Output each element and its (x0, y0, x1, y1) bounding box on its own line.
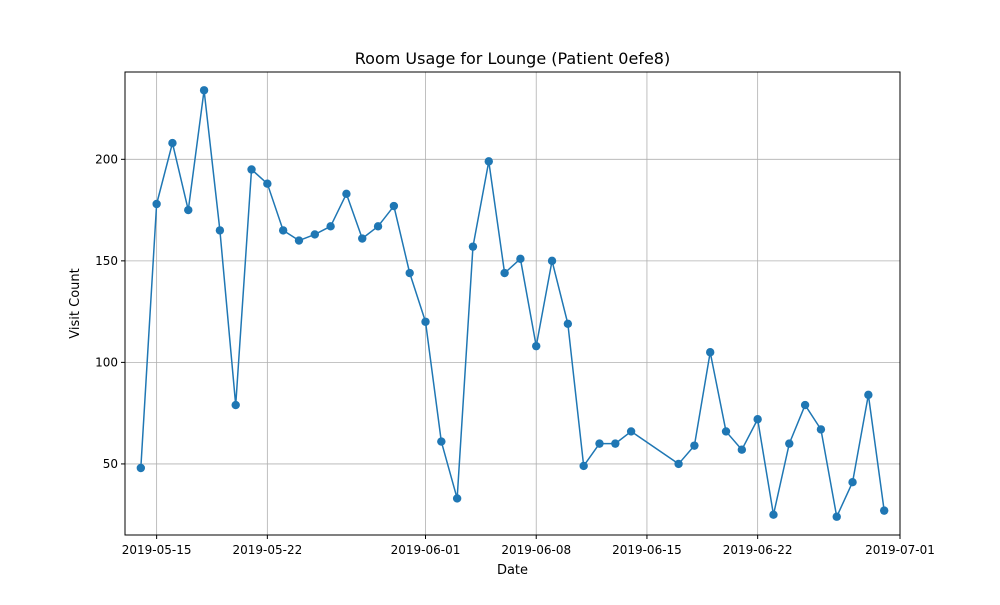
data-point (152, 199, 161, 209)
data-point (611, 439, 620, 448)
data-point (626, 427, 636, 436)
data-point (690, 441, 699, 450)
y-tick-label: 150 (95, 254, 118, 268)
data-point (278, 226, 288, 235)
data-point (326, 222, 335, 231)
data-point (674, 459, 683, 469)
x-tick-label: 2019-06-15 (612, 543, 682, 557)
data-point (737, 445, 747, 454)
data-point (800, 400, 810, 410)
data-point (769, 510, 778, 519)
y-tick-label: 100 (95, 355, 118, 369)
data-point (532, 341, 541, 351)
data-point (785, 439, 794, 448)
data-point (500, 268, 509, 278)
data-point (816, 425, 826, 434)
data-point (215, 226, 225, 235)
data-point (263, 179, 272, 188)
data-point (547, 256, 557, 266)
data-point (579, 461, 588, 471)
data-point (358, 234, 367, 243)
data-point (421, 317, 430, 326)
data-point (231, 400, 240, 410)
data-point (310, 230, 319, 239)
data-point (516, 254, 525, 264)
data-point (468, 242, 478, 251)
data-point (389, 201, 399, 211)
x-tick-label: 2019-06-08 (501, 543, 571, 557)
y-tick-label: 50 (103, 457, 118, 471)
data-point (484, 157, 493, 166)
y-axis-ticks: 50 100 150 200 (95, 152, 125, 471)
data-point (595, 439, 604, 448)
data-point (342, 189, 351, 199)
y-tick-label: 200 (95, 152, 118, 166)
series-layer (136, 86, 889, 521)
data-point (247, 165, 256, 174)
data-point (199, 86, 209, 95)
data-point (563, 319, 573, 329)
chart-title: Room Usage for Lounge (Patient 0efe8) (355, 49, 670, 68)
data-point (753, 415, 762, 424)
plot-frame (124, 71, 901, 536)
x-axis-ticks: 2019-05-15 2019-05-22 2019-06-01 2019-06-08… (122, 535, 935, 557)
x-tick-label: 2019-07-01 (865, 543, 935, 557)
data-point (294, 236, 304, 245)
data-point (832, 512, 841, 521)
data-point (136, 463, 146, 473)
data-point (168, 138, 177, 148)
data-point (405, 268, 414, 278)
data-point (706, 348, 715, 357)
grid (125, 72, 901, 535)
data-point (848, 478, 857, 487)
data-point (721, 427, 731, 436)
data-point (437, 437, 446, 446)
x-tick-label: 2019-05-22 (232, 543, 302, 557)
data-point (373, 222, 383, 231)
x-axis-label: Date (497, 563, 528, 578)
x-tick-label: 2019-05-15 (122, 543, 192, 557)
x-tick-label: 2019-06-22 (723, 543, 793, 557)
x-tick-label: 2019-06-01 (391, 543, 461, 557)
series-line (140, 89, 885, 518)
data-point (879, 506, 889, 515)
data-point (864, 390, 873, 400)
y-axis-label: Visit Count (68, 268, 83, 338)
data-point (184, 205, 193, 215)
data-point (452, 494, 462, 503)
